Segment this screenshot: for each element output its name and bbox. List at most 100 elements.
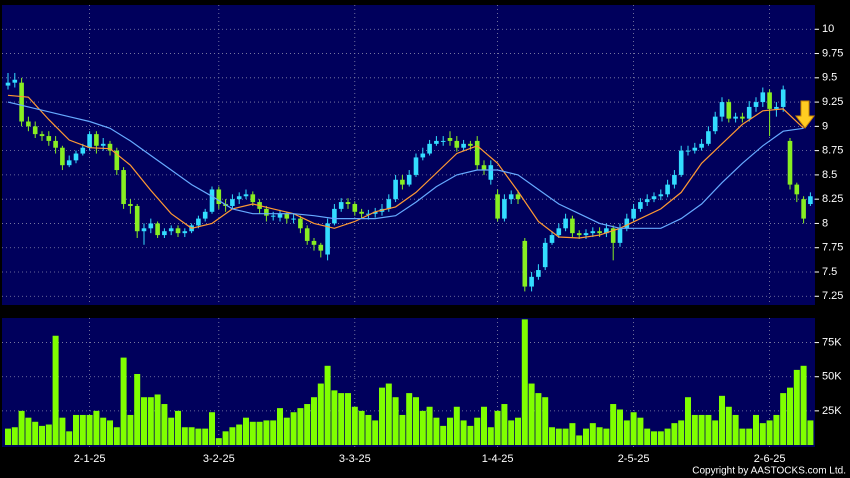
candle-body (26, 121, 31, 127)
y-tick-label: 25K (822, 405, 842, 417)
volume-bar (379, 387, 385, 445)
volume-bar (583, 428, 589, 445)
volume-bar (787, 387, 793, 445)
candle-body (345, 202, 351, 205)
price-panel (2, 5, 815, 305)
candle-body (576, 233, 582, 236)
candle-body (570, 218, 575, 234)
volume-bar (5, 428, 11, 445)
candle-body (121, 170, 126, 205)
volume-bar (277, 408, 283, 445)
candle-body (250, 194, 256, 203)
grid (2, 5, 815, 447)
candle-body (780, 89, 786, 107)
volume-bar (188, 427, 195, 445)
volume-bar (746, 428, 753, 445)
x-tick-label: 2-6-25 (754, 453, 786, 465)
candle-body (726, 102, 732, 119)
candle-body (386, 199, 392, 209)
volume-bar (209, 412, 215, 445)
volume-bar (467, 425, 474, 445)
volume-bar (419, 410, 426, 445)
volume-bar (66, 431, 73, 445)
candle-body (32, 126, 38, 135)
volume-bar (521, 319, 528, 445)
x-tick-label: 2-5-25 (618, 453, 650, 465)
candle-body (522, 240, 528, 287)
candle-body (604, 228, 609, 234)
candle-body (209, 189, 215, 212)
candle-body (794, 184, 800, 195)
candle-body (597, 231, 602, 234)
volume-bar (73, 414, 79, 445)
volume-bar (637, 417, 644, 445)
volume-bar (474, 417, 481, 445)
volume-bar (345, 393, 351, 445)
volume-bar (460, 420, 467, 445)
candle-body (298, 218, 303, 229)
volume-bar (154, 394, 161, 445)
volume-bar (732, 414, 739, 445)
volume-bar (617, 409, 623, 445)
candle-body (141, 228, 147, 232)
y-tick-label: 9.75 (822, 47, 843, 59)
candle-body (753, 102, 759, 107)
volume-bar (406, 393, 413, 445)
volume-bar (630, 412, 637, 445)
volume-bar (569, 423, 576, 445)
volume-bar (147, 397, 154, 445)
volume-bar (610, 404, 617, 445)
y-tick-label: 7.75 (822, 242, 843, 254)
volume-bar (181, 427, 188, 445)
volume-bar (433, 417, 440, 445)
candle-body (644, 199, 650, 203)
candle-body (801, 199, 806, 219)
candle-body (162, 231, 167, 236)
candle-body (100, 143, 106, 146)
candle-body (787, 140, 793, 185)
x-tick-label: 1-4-25 (482, 453, 514, 465)
volume-bar (317, 383, 324, 445)
volume-bar (107, 420, 113, 445)
volume-bar (399, 414, 406, 445)
candle-body (706, 131, 711, 144)
candle-body (325, 223, 330, 255)
candle-body (338, 202, 344, 209)
candle-body (216, 189, 222, 205)
y-tick-label: 8.25 (822, 193, 843, 205)
volume-bar (562, 428, 569, 445)
candle-body (243, 194, 249, 197)
candle-body (284, 213, 290, 219)
candle-body (175, 228, 181, 234)
candle-body (733, 116, 738, 119)
candle-body (712, 116, 718, 132)
y-tick-label: 50K (822, 371, 842, 383)
volume-bar (290, 412, 297, 445)
volume-bar (86, 414, 93, 445)
volume-bar (120, 357, 127, 445)
candle-body (94, 134, 99, 146)
volume-bar (79, 414, 86, 445)
candle-body (400, 179, 405, 185)
volume-bar (542, 397, 549, 445)
candle-body (447, 138, 453, 141)
candle-body (134, 205, 140, 232)
copyright: Copyright by AASTOCKS.com Ltd. (692, 466, 846, 477)
candle-body (304, 228, 310, 241)
candle-body (502, 199, 507, 219)
volume-bar (229, 427, 236, 445)
candle-body (66, 160, 72, 166)
volume-bar (494, 410, 501, 445)
volume-bar (528, 383, 535, 445)
volume-bar (576, 435, 583, 445)
volume-bar (725, 406, 732, 445)
candle-body (420, 153, 426, 158)
volume-bar (739, 428, 746, 445)
candle-body (672, 174, 677, 185)
candle-body (359, 211, 364, 214)
volume-bar (175, 410, 181, 445)
volume-bar (93, 410, 100, 445)
candle-body (474, 140, 480, 166)
candle-body (148, 223, 154, 229)
